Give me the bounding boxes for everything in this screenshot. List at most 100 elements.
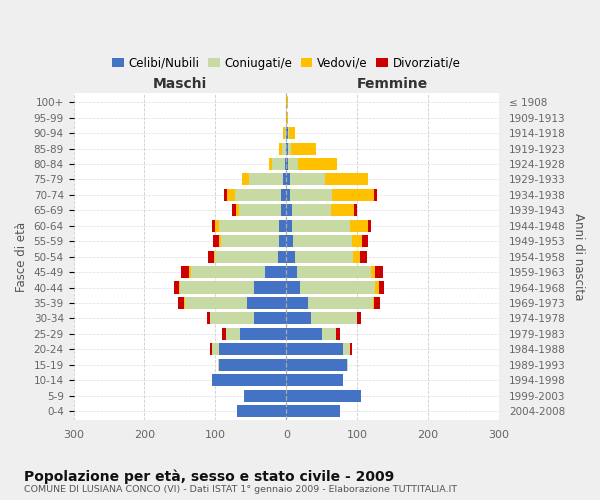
Bar — [278, 142, 282, 154]
Bar — [285, 158, 286, 170]
Bar — [211, 343, 212, 355]
Bar — [350, 343, 352, 355]
Bar — [213, 235, 219, 247]
Bar — [286, 374, 343, 386]
Bar — [286, 235, 293, 247]
Bar — [283, 127, 285, 139]
Bar — [244, 390, 286, 402]
Bar — [368, 220, 371, 232]
Bar — [352, 235, 362, 247]
Bar — [212, 374, 286, 386]
Bar — [286, 390, 361, 402]
Bar — [286, 96, 288, 108]
Bar — [292, 220, 350, 232]
Bar — [286, 282, 301, 294]
Bar — [221, 235, 279, 247]
Bar — [286, 312, 311, 324]
Bar — [181, 266, 189, 278]
Bar — [208, 250, 214, 262]
Bar — [184, 297, 185, 309]
Bar — [212, 220, 215, 232]
Bar — [286, 405, 340, 417]
Bar — [291, 142, 316, 154]
Bar — [224, 189, 227, 201]
Bar — [286, 204, 292, 216]
Bar — [298, 158, 337, 170]
Bar — [290, 189, 332, 201]
Bar — [239, 204, 281, 216]
Bar — [288, 142, 291, 154]
Bar — [301, 282, 375, 294]
Bar — [286, 127, 288, 139]
Bar — [285, 127, 286, 139]
Bar — [215, 250, 278, 262]
Bar — [293, 235, 352, 247]
Bar — [219, 358, 286, 370]
Bar — [191, 266, 265, 278]
Bar — [286, 343, 343, 355]
Bar — [290, 174, 325, 186]
Bar — [219, 235, 221, 247]
Bar — [211, 312, 254, 324]
Bar — [286, 358, 347, 370]
Bar — [371, 266, 375, 278]
Bar — [232, 204, 236, 216]
Bar — [218, 358, 219, 370]
Bar — [350, 220, 368, 232]
Bar — [357, 312, 361, 324]
Bar — [189, 266, 191, 278]
Bar — [322, 328, 336, 340]
Bar — [373, 297, 374, 309]
Bar — [236, 204, 239, 216]
Text: Maschi: Maschi — [153, 78, 207, 92]
Bar — [295, 250, 353, 262]
Bar — [286, 328, 322, 340]
Bar — [269, 158, 272, 170]
Bar — [227, 189, 235, 201]
Bar — [325, 174, 368, 186]
Y-axis label: Fasce di età: Fasce di età — [15, 222, 28, 292]
Bar — [254, 282, 286, 294]
Bar — [214, 250, 215, 262]
Bar — [226, 328, 240, 340]
Bar — [286, 189, 290, 201]
Bar — [235, 189, 281, 201]
Text: Popolazione per età, sesso e stato civile - 2009: Popolazione per età, sesso e stato civil… — [24, 470, 394, 484]
Bar — [281, 189, 286, 201]
Legend: Celibi/Nubili, Coniugati/e, Vedovi/e, Divorziati/e: Celibi/Nubili, Coniugati/e, Vedovi/e, Di… — [109, 53, 464, 73]
Text: Femmine: Femmine — [357, 78, 428, 92]
Bar — [375, 282, 379, 294]
Bar — [375, 266, 383, 278]
Bar — [265, 266, 286, 278]
Bar — [286, 220, 292, 232]
Bar — [288, 158, 298, 170]
Bar — [178, 297, 184, 309]
Bar — [173, 282, 179, 294]
Bar — [286, 297, 308, 309]
Bar — [215, 220, 219, 232]
Bar — [353, 204, 357, 216]
Bar — [219, 343, 286, 355]
Bar — [212, 343, 219, 355]
Bar — [282, 142, 286, 154]
Bar — [288, 127, 289, 139]
Bar — [289, 127, 295, 139]
Bar — [286, 266, 297, 278]
Bar — [308, 297, 373, 309]
Bar — [360, 250, 367, 262]
Bar — [362, 235, 368, 247]
Bar — [249, 174, 283, 186]
Bar — [379, 282, 384, 294]
Bar — [374, 189, 377, 201]
Bar — [207, 312, 211, 324]
Bar — [242, 174, 249, 186]
Bar — [281, 204, 286, 216]
Bar — [236, 405, 286, 417]
Bar — [279, 235, 286, 247]
Bar — [374, 297, 380, 309]
Bar — [254, 312, 286, 324]
Bar — [179, 282, 180, 294]
Bar — [292, 204, 331, 216]
Bar — [297, 266, 371, 278]
Bar — [279, 220, 286, 232]
